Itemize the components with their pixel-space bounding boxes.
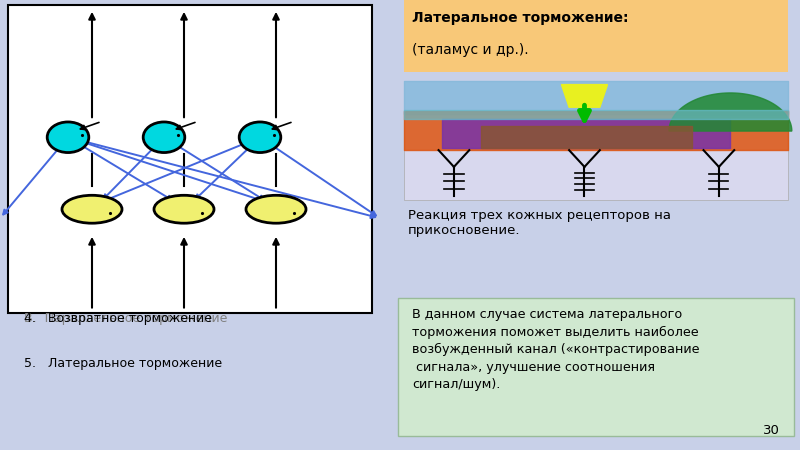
Ellipse shape [143, 122, 185, 153]
Text: Реакция трех кожных рецепторов на
прикосновение.: Реакция трех кожных рецепторов на прикос… [408, 209, 671, 237]
Text: 5.   Латеральное торможение: 5. Латеральное торможение [24, 357, 222, 370]
Ellipse shape [246, 195, 306, 223]
Text: 4.   Возвратное торможение: 4. Возвратное торможение [24, 312, 212, 325]
Text: В.  Параллельное торможение: В. Параллельное торможение [24, 312, 227, 325]
Polygon shape [669, 93, 792, 131]
Polygon shape [562, 85, 607, 107]
FancyBboxPatch shape [398, 298, 794, 436]
Ellipse shape [62, 195, 122, 223]
Text: 30: 30 [763, 424, 780, 437]
FancyBboxPatch shape [404, 81, 788, 200]
Ellipse shape [239, 122, 281, 153]
FancyBboxPatch shape [8, 4, 372, 313]
Text: (таламус и др.).: (таламус и др.). [412, 43, 529, 57]
Ellipse shape [47, 122, 89, 153]
Text: В данном случае система латерального
торможения поможет выделить наиболее
возбуж: В данном случае система латерального тор… [412, 308, 699, 392]
Text: Латеральное торможение:: Латеральное торможение: [412, 11, 629, 25]
FancyBboxPatch shape [404, 0, 788, 72]
Ellipse shape [154, 195, 214, 223]
